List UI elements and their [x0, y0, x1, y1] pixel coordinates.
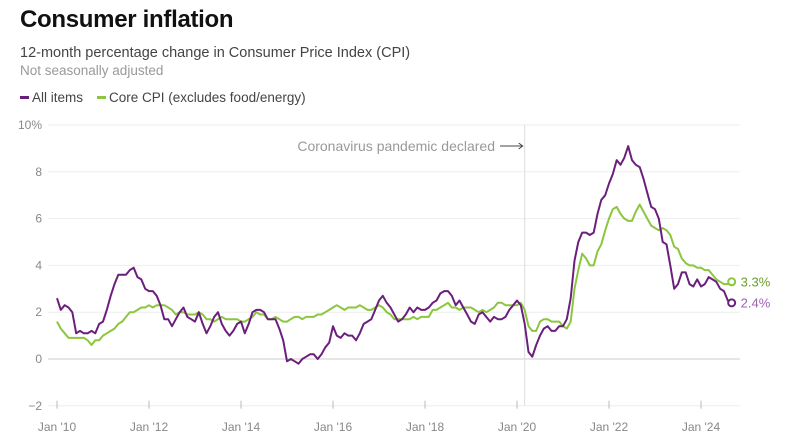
legend-item-all-items: All items [20, 90, 83, 105]
annotation-label: Coronavirus pandemic declared [297, 138, 495, 154]
x-tick-label: Jan '18 [406, 420, 445, 434]
series-line-all-items [56, 145, 733, 365]
y-tick-label: 10% [18, 118, 42, 132]
arrow-icon [500, 142, 524, 150]
end-value-label: 3.3% [741, 274, 771, 289]
series-line-core-cpi [56, 203, 733, 346]
x-tick-label: Jan '20 [498, 420, 537, 434]
y-tick-label: 2 [35, 305, 42, 319]
end-point-marker [727, 277, 737, 287]
x-tick-label: Jan '24 [682, 420, 721, 434]
legend-label: All items [32, 90, 84, 105]
legend-label: Core CPI (excludes food/energy) [109, 90, 306, 105]
chart-subtitle: 12-month percentage change in Consumer P… [20, 45, 411, 61]
y-tick-label: 6 [35, 212, 42, 226]
y-tick-label: −2 [28, 399, 42, 413]
x-tick-label: Jan '12 [130, 420, 169, 434]
end-value-label: 2.4% [741, 295, 771, 310]
chart-note: Not seasonally adjusted [20, 63, 164, 78]
y-tick-label: 0 [35, 352, 42, 366]
legend-swatch-all-items [20, 96, 29, 99]
x-tick-label: Jan '16 [314, 420, 353, 434]
legend: All items Core CPI (excludes food/energy… [20, 90, 306, 105]
x-tick-label: Jan '14 [222, 420, 261, 434]
y-tick-label: 4 [35, 258, 42, 272]
legend-item-core-cpi: Core CPI (excludes food/energy) [97, 90, 306, 105]
legend-swatch-core-cpi [97, 96, 107, 99]
x-tick-label: Jan '22 [590, 420, 629, 434]
chart-title: Consumer inflation [20, 6, 234, 33]
end-point-marker [727, 298, 737, 308]
x-tick-label: Jan '10 [38, 420, 77, 434]
y-tick-label: 8 [35, 165, 42, 179]
